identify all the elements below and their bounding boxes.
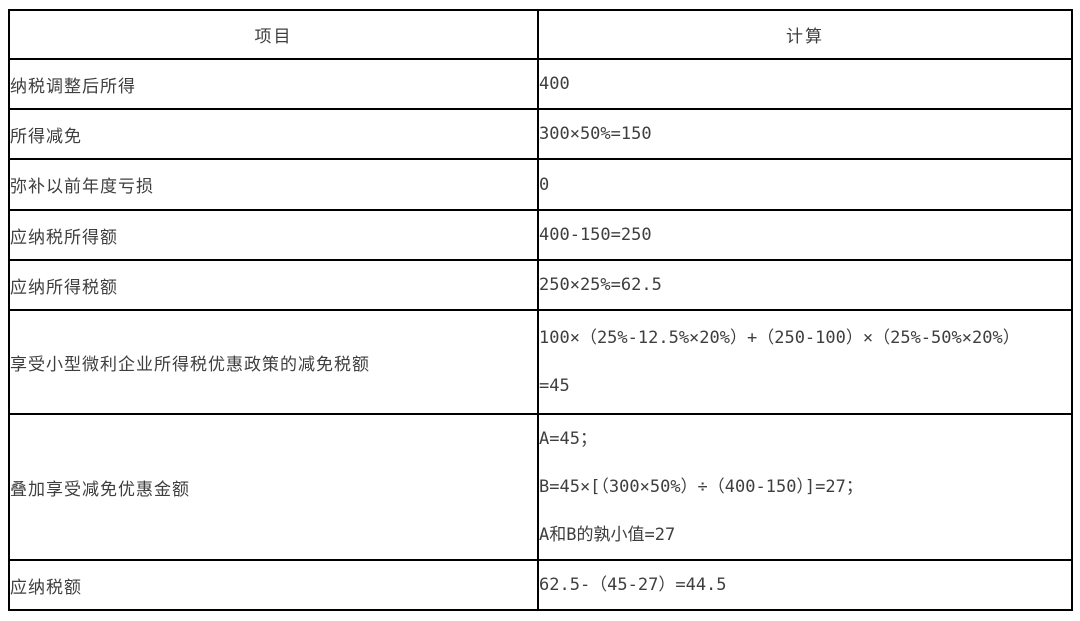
- calc-line: 300×50%=150: [539, 124, 652, 144]
- table-row: 纳税调整后所得 400: [8, 58, 1073, 110]
- calc-line: =45: [539, 376, 570, 396]
- calc-line: A=45；: [539, 429, 597, 449]
- calculation-cell: 0: [537, 158, 1073, 211]
- calculation-cell: 300×50%=150: [537, 108, 1073, 160]
- calc-line: 0: [539, 174, 550, 195]
- item-cell: 享受小型微利企业所得税优惠政策的减免税额: [8, 309, 539, 415]
- calc-line: 400: [539, 74, 570, 94]
- table-row: 享受小型微利企业所得税优惠政策的减免税额 100×（25%-12.5%×20%）…: [8, 309, 1073, 415]
- header-row: 项目 计算: [8, 9, 1073, 60]
- calculation-cell: 62.5-（45-27）=44.5: [537, 559, 1073, 611]
- item-cell: 应纳所得税额: [8, 259, 539, 311]
- calc-line: 100×（25%-12.5%×20%）+（250-100）×（25%-50%×2…: [539, 328, 1020, 348]
- calc-line: 250×25%=62.5: [539, 275, 662, 295]
- table-row: 应纳税所得额 400-150=250: [8, 209, 1073, 261]
- calc-line: A和B的孰小值=27: [539, 525, 676, 545]
- table-row: 所得减免 300×50%=150: [8, 108, 1073, 160]
- header-cell-item: 项目: [8, 9, 539, 60]
- item-cell: 叠加享受减免优惠金额: [8, 413, 539, 561]
- table-row: 应纳所得税额 250×25%=62.5: [8, 259, 1073, 311]
- item-cell: 纳税调整后所得: [8, 58, 539, 110]
- item-cell: 应纳税所得额: [8, 209, 539, 261]
- calculation-cell: 400: [537, 58, 1073, 110]
- item-cell: 弥补以前年度亏损: [8, 158, 539, 211]
- calc-line: 62.5-（45-27）=44.5: [539, 575, 727, 595]
- item-cell: 应纳税额: [8, 559, 539, 611]
- tax-calculation-table: 项目 计算 纳税调整后所得 400 所得减免 300×50%=150 弥补以前年…: [8, 9, 1073, 611]
- calculation-cell: 400-150=250: [537, 209, 1073, 261]
- calculation-cell: A=45； B=45×[（300×50%）÷（400-150）]=27； A和B…: [537, 413, 1073, 561]
- item-cell: 所得减免: [8, 108, 539, 160]
- calc-line: 400-150=250: [539, 225, 652, 245]
- calculation-cell: 250×25%=62.5: [537, 259, 1073, 311]
- calculation-cell: 100×（25%-12.5%×20%）+（250-100）×（25%-50%×2…: [537, 309, 1073, 415]
- table-row: 应纳税额 62.5-（45-27）=44.5: [8, 559, 1073, 611]
- calc-line: B=45×[（300×50%）÷（400-150）]=27；: [539, 477, 863, 497]
- table-row: 弥补以前年度亏损 0: [8, 158, 1073, 211]
- header-cell-calculation: 计算: [537, 9, 1073, 60]
- table-row: 叠加享受减免优惠金额 A=45； B=45×[（300×50%）÷（400-15…: [8, 413, 1073, 561]
